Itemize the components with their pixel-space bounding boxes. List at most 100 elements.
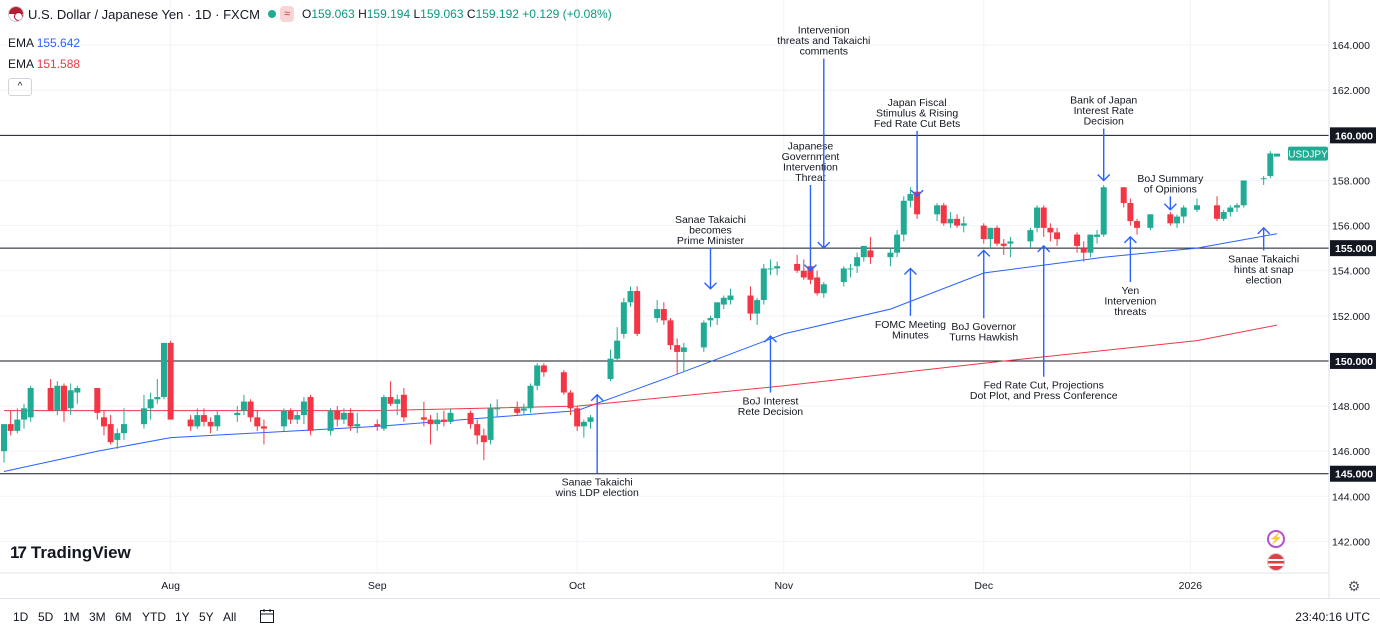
candle [814, 270, 821, 296]
candle [447, 408, 454, 425]
candle [1074, 232, 1081, 253]
ema-legend-fast[interactable]: EMA 155.642 [8, 36, 80, 50]
candle [1, 424, 7, 463]
y-tick-label: 146.000 [1332, 446, 1370, 458]
candle [1234, 203, 1241, 213]
annotation-text: wins LDP election [555, 487, 639, 499]
candle [567, 390, 574, 416]
candle [620, 297, 627, 339]
timeframe-3m-button[interactable]: 3M [89, 610, 106, 624]
candle [54, 381, 61, 416]
timeframe-1y-button[interactable]: 1Y [175, 610, 190, 624]
annotation-text: Minutes [892, 329, 929, 341]
candle-body [914, 191, 921, 215]
candle [307, 394, 314, 436]
timeframe-1d-button[interactable]: 1D [13, 610, 29, 624]
candle [1227, 205, 1234, 217]
ema-slow-line [4, 324, 1278, 412]
annotation-text: Yen [1122, 285, 1140, 297]
candle [1167, 212, 1174, 226]
annotation-arrowhead [590, 393, 604, 402]
candle-body [54, 385, 61, 411]
candle [867, 236, 874, 264]
candle [540, 363, 547, 377]
candle-body [987, 227, 994, 240]
candle [1147, 214, 1154, 231]
annotation-arrowhead [977, 249, 991, 257]
candle-body [494, 408, 501, 410]
date-range-calendar-icon[interactable] [259, 608, 275, 624]
candle-body [980, 225, 987, 240]
candle-body [527, 385, 534, 409]
y-tick-label: 148.000 [1332, 401, 1370, 413]
candle-body [1167, 214, 1174, 224]
candle [520, 403, 527, 416]
candle [1080, 241, 1087, 262]
ema-legend-slow[interactable]: EMA 151.588 [8, 57, 80, 71]
candle [234, 406, 241, 422]
candle [514, 401, 521, 416]
collapse-legend-button[interactable]: ^ [8, 78, 32, 96]
symbol-badge [1288, 146, 1328, 161]
approx-badge[interactable]: ≈ [279, 6, 294, 22]
symbol-title[interactable]: U.S. Dollar / Japanese Yen · 1D · FXCM [28, 6, 260, 22]
candle-body [574, 408, 581, 427]
candle-body [260, 426, 267, 429]
timeframe-5y-button[interactable]: 5Y [199, 610, 214, 624]
candle-body [1120, 187, 1127, 204]
candle [340, 408, 347, 425]
candle [607, 349, 614, 382]
settings-gear-icon[interactable]: ⚙ [1347, 578, 1361, 594]
candle [160, 342, 167, 400]
candle-body [254, 417, 261, 427]
candle-body [1040, 207, 1047, 228]
annotation-arrowhead [910, 189, 924, 198]
candle [440, 410, 447, 427]
annotation-text: BoJ Interest [742, 396, 798, 408]
candle-body [947, 218, 954, 224]
candle-body [154, 397, 161, 400]
x-tick-label: Nov [774, 580, 793, 592]
candle-body [7, 424, 14, 431]
x-axis[interactable]: Aug Sep Oct Nov Dec 2026 [0, 572, 1329, 592]
horizontal-levels [0, 134, 1329, 475]
timeframe-5d-button[interactable]: 5D [38, 610, 54, 624]
ohlc-change: +0.129 (+0.08%) [522, 7, 612, 21]
timeframe-all-button[interactable]: All [223, 610, 237, 624]
lightning-icon[interactable]: ⚡ [1267, 530, 1285, 548]
candle [907, 187, 914, 208]
candle-body [820, 284, 827, 294]
candle-body [307, 397, 314, 431]
candle-body [774, 266, 781, 269]
timeframe-6m-button[interactable]: 6M [115, 610, 132, 624]
candle-body [167, 342, 174, 420]
us-flag-icon[interactable] [1267, 553, 1285, 571]
market-open-dot-icon [267, 10, 276, 18]
candle-body [560, 372, 567, 393]
annotation-text: Stimulus & Rising [876, 107, 958, 119]
utc-clock[interactable]: 23:40:16 UTC [1295, 610, 1370, 624]
candle [854, 252, 861, 273]
candle [840, 266, 847, 287]
annotation-text: threats [1114, 306, 1146, 318]
candle [960, 216, 967, 233]
level-price-label: 150.000 [1335, 356, 1373, 368]
candle [494, 399, 501, 418]
annotation-arrowhead [817, 241, 831, 250]
candle-body [334, 410, 341, 420]
candle-body [354, 424, 361, 427]
timeframe-1m-button[interactable]: 1M [63, 610, 80, 624]
candle-body [1194, 205, 1201, 210]
candle-body [1180, 207, 1187, 217]
x-tick-label: Sep [368, 580, 387, 592]
candle [67, 383, 74, 416]
timeframe-ytd-button[interactable]: YTD [142, 610, 166, 624]
annotation-text: comments [800, 46, 848, 58]
candle-body [1074, 234, 1081, 246]
candle-body [194, 415, 201, 427]
annotation-arrowhead [703, 282, 717, 290]
ohlc-close: 159.192 [475, 7, 519, 21]
y-axis[interactable]: 142.000 144.000 146.000 148.000 150.000 152.0… [1288, 0, 1376, 598]
candle [1007, 236, 1014, 258]
